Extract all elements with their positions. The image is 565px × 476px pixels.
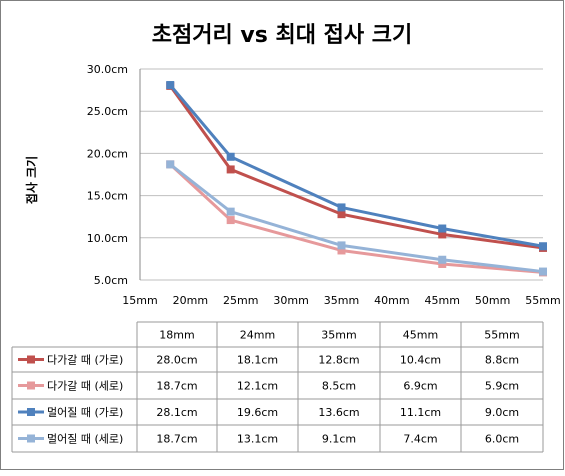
- table-cell: 5.9cm: [485, 380, 519, 393]
- series-3: [166, 81, 547, 251]
- legend-key-marker: [27, 381, 35, 390]
- x-tick-label: 30mm: [273, 294, 308, 307]
- data-point: [539, 267, 547, 276]
- data-point: [166, 81, 175, 90]
- y-tick-labels: 5.0cm 10.0cm 15.0cm 20.0cm 25.0cm 30.0cm: [87, 63, 128, 287]
- legend-label: 다가갈 때 (세로): [47, 379, 123, 393]
- data-point: [438, 259, 447, 268]
- table-cell: 12.8cm: [318, 354, 359, 367]
- table-cell: 28.1cm: [156, 406, 197, 419]
- legend-key-marker: [27, 434, 35, 443]
- x-tick-labels: 15mm 20mm 25mm 30mm 35mm 40mm 45mm 50mm 55mm: [122, 294, 560, 307]
- y-axis-label: 접사 크기: [24, 156, 39, 204]
- x-tick-label: 35mm: [324, 294, 359, 307]
- y-tick-label: 15.0cm: [87, 190, 128, 203]
- data-point: [337, 246, 346, 255]
- table-header-cell: 45mm: [403, 329, 438, 342]
- series-4: [166, 160, 547, 276]
- table-cell: 13.6cm: [318, 406, 359, 419]
- data-point: [438, 230, 447, 239]
- legend-label: 다가갈 때 (가로): [47, 353, 123, 367]
- y-tick-label: 30.0cm: [87, 63, 128, 76]
- table-cell: 18.7cm: [156, 433, 197, 446]
- table-cell: 6.0cm: [485, 433, 519, 446]
- table-cell: 8.8cm: [485, 354, 519, 367]
- table-cell: 18.1cm: [237, 354, 278, 367]
- table-cell: 12.1cm: [237, 380, 278, 393]
- y-tick-label: 10.0cm: [87, 232, 128, 245]
- data-point: [226, 216, 235, 225]
- legend-key-marker: [27, 355, 35, 364]
- y-tick-label: 20.0cm: [87, 147, 128, 160]
- table-cell: 28.0cm: [156, 354, 197, 367]
- legend-label: 멀어질 때 (가로): [47, 406, 123, 419]
- data-point: [226, 207, 235, 216]
- x-tick-label: 45mm: [425, 294, 460, 307]
- data-point: [226, 165, 235, 174]
- table-cell: 9.0cm: [485, 406, 519, 419]
- x-tick-label: 15mm: [122, 294, 157, 307]
- data-point: [166, 160, 175, 169]
- chart-title: 초점거리 vs 최대 접사 크기: [152, 23, 412, 48]
- table-cell: 18.7cm: [156, 380, 197, 393]
- data-point: [226, 152, 235, 161]
- table-cell: 19.6cm: [237, 406, 278, 419]
- table-header-cell: 24mm: [240, 329, 275, 342]
- table-header-cell: 55mm: [484, 329, 519, 342]
- data-point: [337, 241, 346, 250]
- data-table: 18mm 24mm 35mm 45mm 55mm 다가갈 때 (가로) 28.0cm 18.1…: [11, 321, 544, 453]
- table-cell: 6.9cm: [403, 380, 437, 393]
- x-tick-label: 55mm: [525, 294, 560, 307]
- x-tick-label: 25mm: [223, 294, 258, 307]
- y-tick-label: 25.0cm: [87, 105, 128, 118]
- table-cell: 8.5cm: [322, 380, 356, 393]
- x-tick-label: 40mm: [374, 294, 409, 307]
- y-tick-label: 5.0cm: [94, 274, 128, 287]
- data-point: [337, 210, 346, 219]
- table-header-cell: 35mm: [321, 329, 356, 342]
- data-point: [438, 255, 447, 264]
- table-cell: 9.1cm: [322, 433, 356, 446]
- legend-label: 멀어질 때 (세로): [47, 433, 123, 446]
- x-tick-label: 50mm: [475, 294, 510, 307]
- data-point: [337, 203, 346, 212]
- data-point: [438, 224, 447, 233]
- data-point: [539, 242, 547, 251]
- table-cell: 13.1cm: [237, 433, 278, 446]
- series-layer: [166, 81, 547, 277]
- table-cell: 10.4cm: [400, 354, 441, 367]
- table-cell: 7.4cm: [403, 433, 437, 446]
- legend-key-marker: [27, 408, 35, 416]
- x-tick-label: 20mm: [173, 294, 208, 307]
- table-cell: 11.1cm: [400, 406, 441, 419]
- table-header-cell: 18mm: [159, 329, 194, 342]
